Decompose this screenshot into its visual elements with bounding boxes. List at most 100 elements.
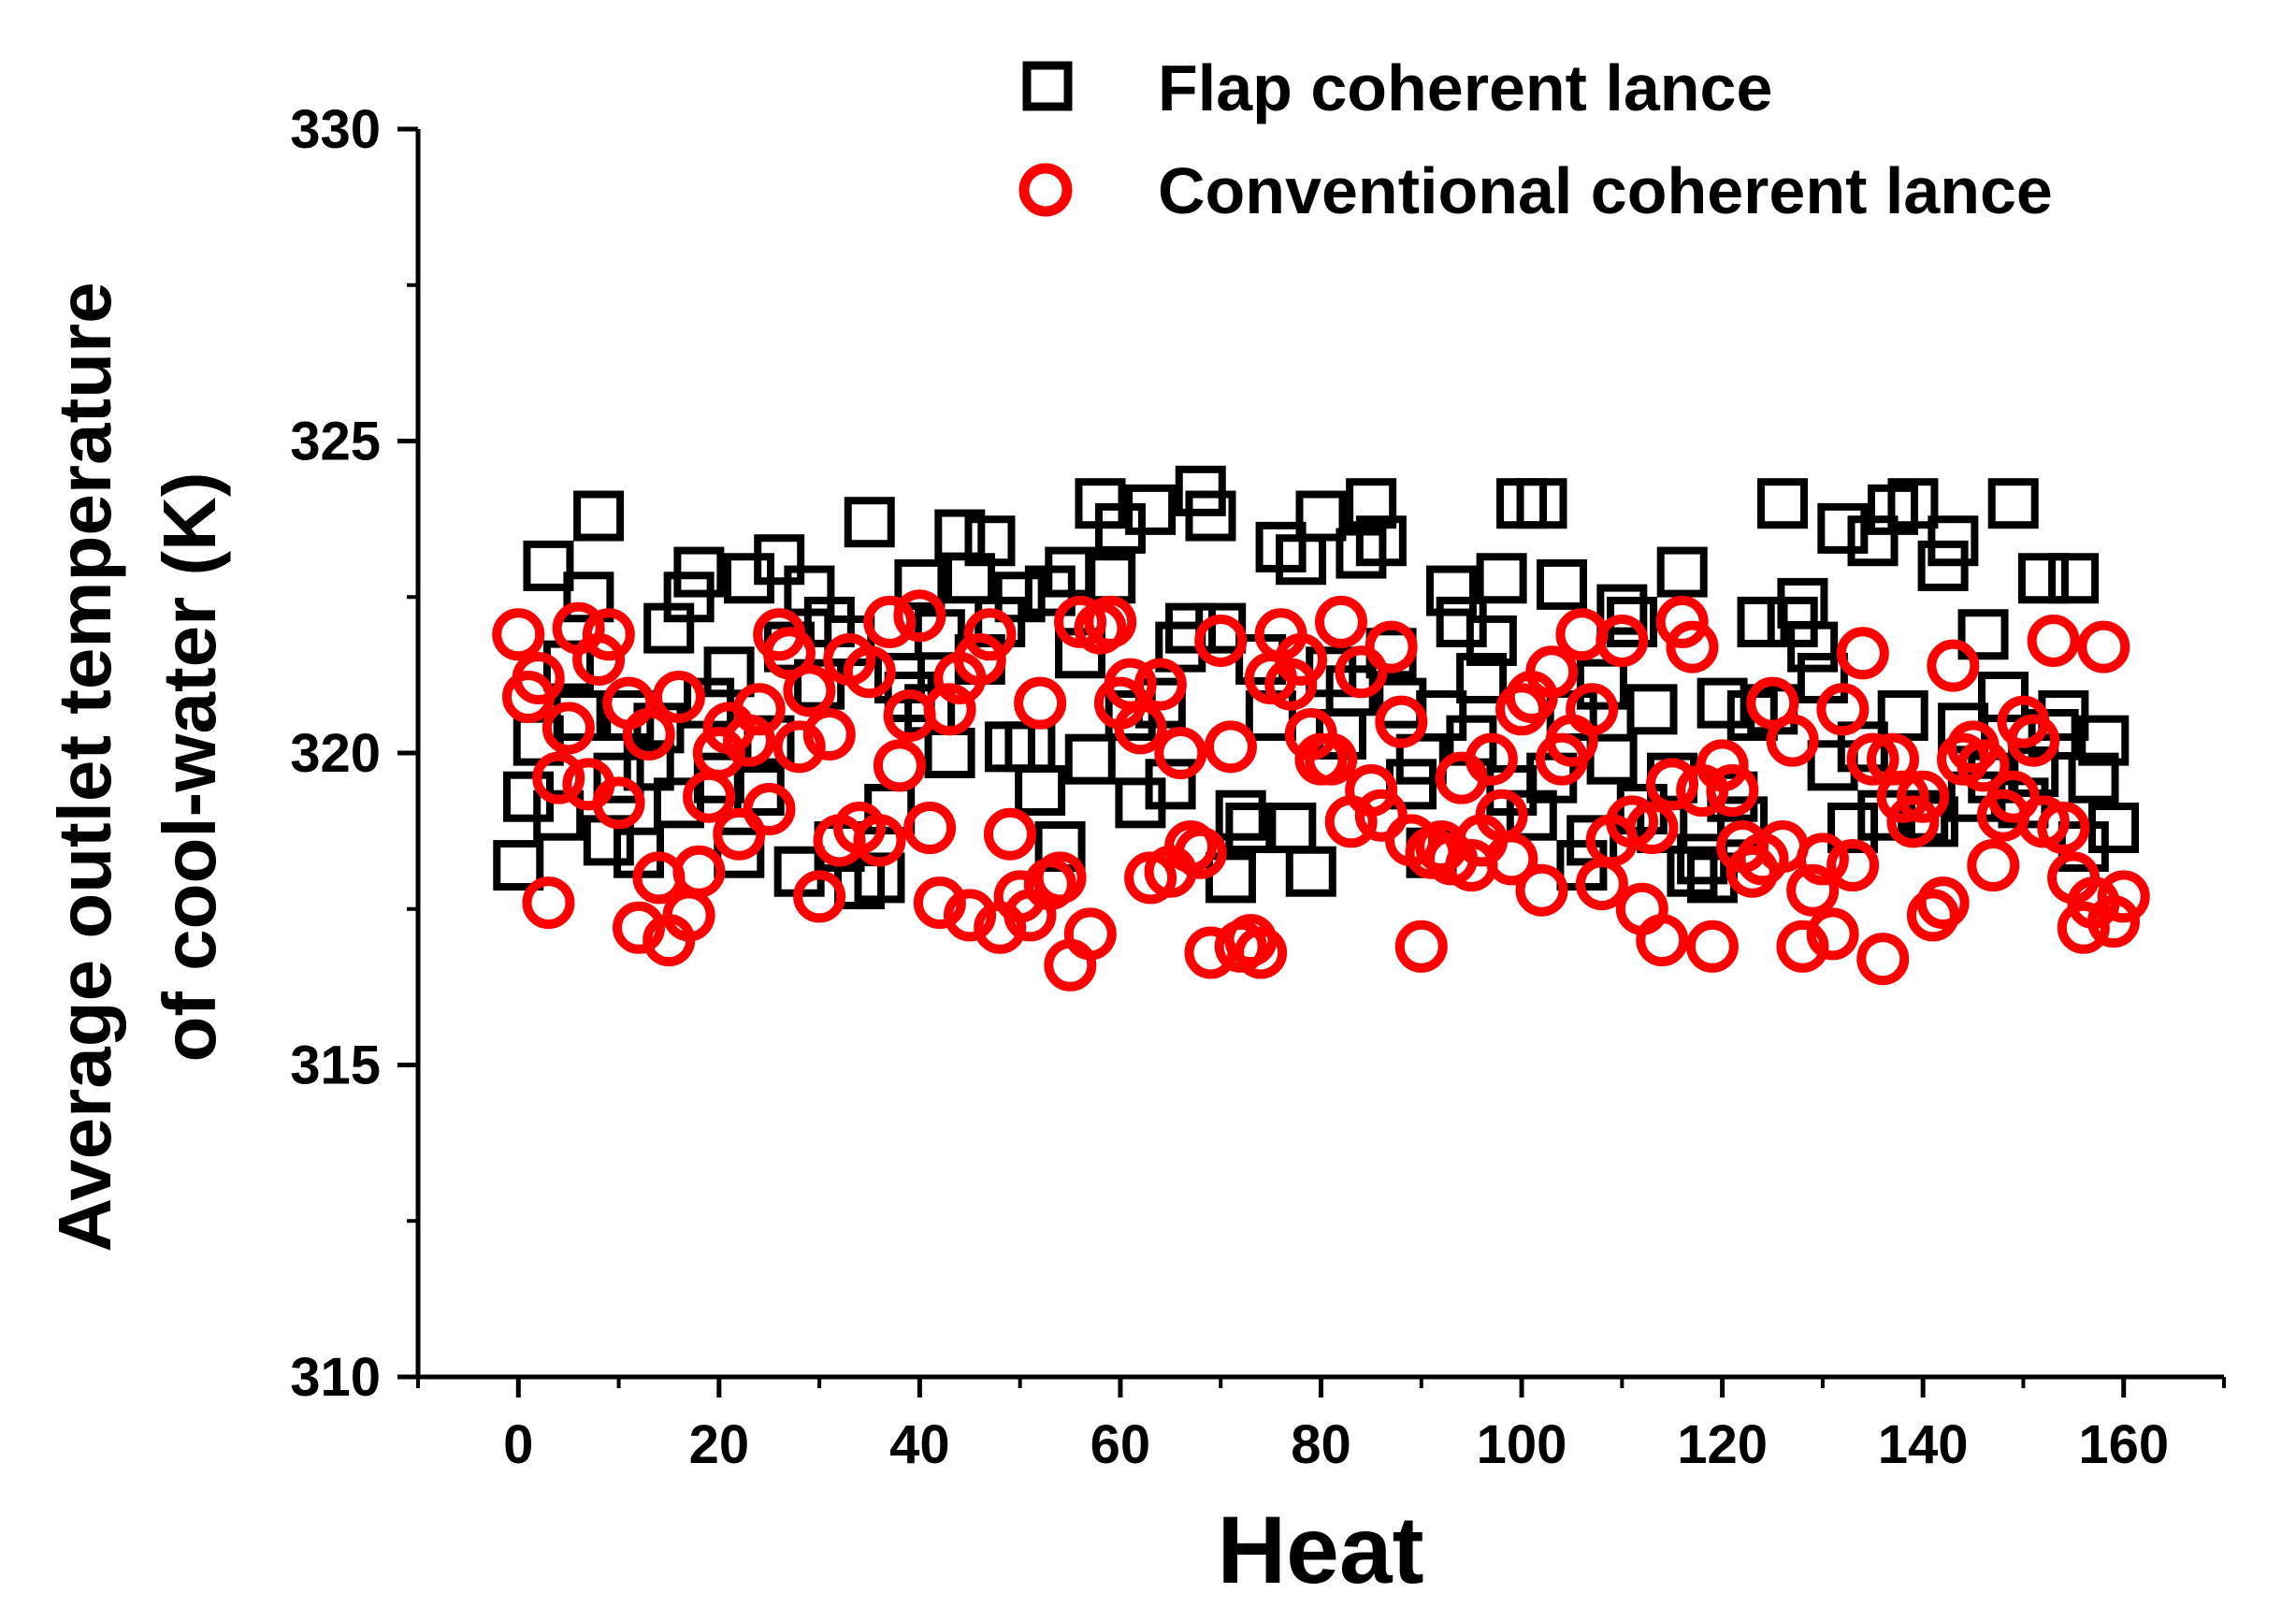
data-point-square <box>1215 789 1266 841</box>
data-point-square <box>754 534 805 586</box>
data-point-square <box>1536 558 1587 610</box>
data-point-circle <box>1806 907 1859 961</box>
y-axis-title: Average outlet temperature of cool-water… <box>43 282 231 1252</box>
data-point-circle <box>1776 920 1829 973</box>
data-point-circle <box>1525 645 1579 699</box>
data-point-square <box>1425 565 1477 616</box>
x-tick-label: 80 <box>1291 1414 1351 1475</box>
data-point-circle <box>743 783 796 836</box>
data-point-circle <box>1927 639 1980 692</box>
data-point-square <box>994 572 1046 623</box>
data-point-circle <box>873 739 926 792</box>
y-tick-label: 330 <box>290 99 381 160</box>
data-point-circle <box>903 802 957 855</box>
data-point-circle <box>983 807 1036 861</box>
data-point-circle <box>1986 770 2040 823</box>
data-point-square <box>1015 765 1066 817</box>
x-tick-label: 160 <box>2078 1414 2169 1475</box>
data-point-circle <box>692 727 745 779</box>
data-point-square <box>1656 546 1708 598</box>
x-axis-title: Heat <box>1217 1497 1423 1603</box>
data-point-square <box>1887 478 1939 529</box>
data-point-square <box>1787 621 1839 673</box>
y-axis-title-line-1: Average outlet temperature <box>43 282 126 1252</box>
data-point-square <box>1285 846 1336 897</box>
data-point-circle <box>793 870 846 923</box>
data-point-square <box>1596 584 1648 635</box>
data-point-square <box>1827 803 1879 854</box>
data-point-circle <box>1836 627 1889 680</box>
data-point-circle <box>532 751 585 804</box>
data-point-square <box>1516 478 1567 529</box>
data-series-layer <box>492 465 2150 992</box>
data-point-circle <box>1275 632 1328 686</box>
data-point-circle <box>1033 851 1087 905</box>
data-point-circle <box>1876 770 1929 823</box>
data-point-circle <box>893 589 946 643</box>
legend-marker-flap-square <box>1022 61 1073 111</box>
data-point-circle <box>1957 739 2010 792</box>
data-point-circle <box>1335 645 1388 699</box>
data-point-circle <box>542 702 595 755</box>
legend-label-conventional: Conventional coherent lance <box>1158 154 2053 227</box>
data-point-circle <box>802 707 856 760</box>
data-point-square <box>673 546 725 598</box>
y-tick-label: 320 <box>290 723 381 784</box>
data-point-circle <box>713 807 766 861</box>
data-point-circle <box>963 608 1017 661</box>
y-axis-ticks: 310 315 320 325 330 <box>290 99 418 1408</box>
data-point-square <box>1466 615 1517 666</box>
data-point-square <box>2068 752 2119 804</box>
data-point-circle <box>1827 839 1880 892</box>
data-point-circle <box>723 714 776 767</box>
data-point-circle <box>783 664 836 717</box>
data-point-square <box>1626 684 1678 735</box>
data-point-circle <box>1796 833 1849 886</box>
data-point-circle <box>1365 620 1418 673</box>
data-point-circle <box>2007 714 2060 767</box>
plot-area: 310 315 320 325 330 0 20 40 60 80 100 120 140 160 <box>290 99 2226 1475</box>
data-point-circle <box>1706 764 1759 818</box>
data-point-square <box>2017 553 2069 604</box>
data-point-circle <box>1636 914 1689 967</box>
data-point-circle <box>1666 620 1719 673</box>
data-point-circle <box>1154 727 1207 779</box>
data-point-square <box>1165 602 1217 654</box>
x-tick-label: 20 <box>689 1414 750 1475</box>
data-point-circle <box>1816 683 1870 736</box>
data-point-circle <box>572 632 626 686</box>
data-point-circle <box>1886 795 1940 848</box>
data-point-square <box>523 540 574 591</box>
data-point-circle <box>492 608 545 661</box>
data-point-square <box>1064 733 1116 785</box>
data-point-circle <box>953 632 1006 686</box>
legend-label-flap: Flap coherent lance <box>1158 51 1772 124</box>
data-point-square <box>1697 677 1748 729</box>
data-point-circle <box>1235 926 1288 979</box>
data-point-circle <box>1967 839 2020 892</box>
data-point-square <box>1576 659 1627 710</box>
data-point-circle <box>1305 732 1358 786</box>
data-point-circle <box>2077 620 2130 673</box>
data-point-circle <box>582 608 635 661</box>
data-point-circle <box>1465 732 1518 786</box>
y-tick-label: 325 <box>290 412 381 472</box>
data-point-circle <box>1194 614 1248 667</box>
data-point-circle <box>1566 683 1619 736</box>
data-point-circle <box>1625 802 1679 855</box>
x-tick-label: 60 <box>1090 1414 1151 1475</box>
data-point-circle <box>1063 907 1117 961</box>
data-point-square <box>1586 733 1638 785</box>
legend-marker-conventional-circle <box>1018 163 1073 217</box>
data-point-circle <box>2027 614 2080 667</box>
data-point-circle <box>1916 876 1970 930</box>
data-point-circle <box>1394 920 1448 973</box>
data-point-circle <box>622 707 675 760</box>
data-point-square <box>894 558 946 610</box>
data-point-circle <box>1685 920 1739 973</box>
y-tick-label: 315 <box>290 1035 381 1096</box>
data-point-square <box>2078 715 2130 766</box>
data-point-square <box>1205 852 1256 904</box>
legend: Flap coherent lance Conventional coheren… <box>1018 51 2053 227</box>
